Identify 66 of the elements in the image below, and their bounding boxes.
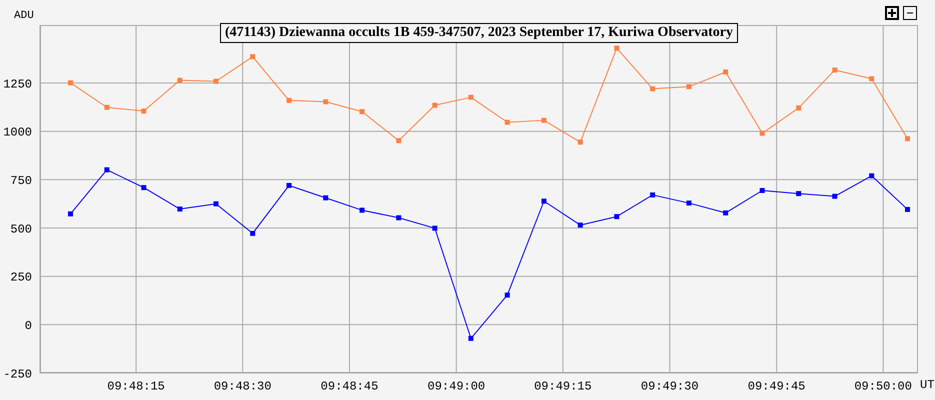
point <box>286 98 292 103</box>
point <box>723 210 728 216</box>
x-tick-label: 09:48:30 <box>214 380 272 394</box>
x-tick-label: 09:48:45 <box>320 380 378 394</box>
point <box>578 140 583 145</box>
point <box>360 208 365 213</box>
y-tick-label: 0 <box>24 318 32 333</box>
x-tick-label: 09:48:15 <box>107 380 165 394</box>
point <box>904 136 910 142</box>
point <box>904 206 910 212</box>
point <box>578 222 583 228</box>
point <box>141 108 146 114</box>
point <box>723 69 728 74</box>
y-tick-label: -250 <box>3 367 32 382</box>
x-axis-title: UT <box>920 378 934 392</box>
point <box>214 201 219 206</box>
point <box>796 105 802 110</box>
point <box>760 188 765 193</box>
point <box>104 167 110 172</box>
point <box>250 54 256 60</box>
point <box>323 195 328 200</box>
point <box>832 194 838 199</box>
point <box>104 104 110 110</box>
point <box>432 102 438 108</box>
point <box>614 46 620 51</box>
point <box>869 76 874 82</box>
point <box>796 191 802 196</box>
point <box>68 80 73 86</box>
point <box>214 78 219 84</box>
point <box>68 211 73 216</box>
point <box>832 68 838 73</box>
point <box>650 86 656 92</box>
point <box>396 138 402 144</box>
y-tick-label: 250 <box>10 270 32 285</box>
point <box>541 118 546 123</box>
point <box>686 200 692 206</box>
chart-title: (471143) Dziewanna occults 1B 459-347507, 2023 September 17, Kuriwa Observatory <box>220 23 738 43</box>
y-tick-label: 500 <box>10 222 32 236</box>
x-tick-label: 09:50:00 <box>854 380 912 394</box>
point <box>504 292 510 298</box>
point <box>686 84 692 90</box>
x-tick-label: 09:49:45 <box>748 380 806 394</box>
x-tick-label: 09:49:15 <box>534 380 592 394</box>
point <box>869 173 874 178</box>
point <box>323 99 328 104</box>
x-tick-label: 09:49:00 <box>428 380 486 394</box>
point <box>504 120 510 125</box>
point <box>468 336 474 341</box>
y-tick-label: 750 <box>10 174 32 188</box>
point <box>432 226 438 231</box>
point <box>396 215 402 220</box>
point <box>360 109 365 114</box>
point <box>141 185 146 190</box>
point <box>541 198 546 204</box>
x-tick-label: 09:49:30 <box>640 380 699 394</box>
point <box>177 78 182 83</box>
point <box>286 182 292 188</box>
point <box>468 94 474 100</box>
y-tick-label: 1250 <box>3 77 32 92</box>
point <box>250 230 256 236</box>
point <box>614 214 620 220</box>
y-axis-title: ADU <box>14 10 34 22</box>
point <box>177 206 182 212</box>
point <box>650 192 656 198</box>
point <box>760 130 765 136</box>
y-tick-label: 1000 <box>3 126 32 140</box>
